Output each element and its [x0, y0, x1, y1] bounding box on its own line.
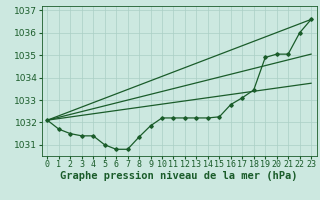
X-axis label: Graphe pression niveau de la mer (hPa): Graphe pression niveau de la mer (hPa) [60, 171, 298, 181]
